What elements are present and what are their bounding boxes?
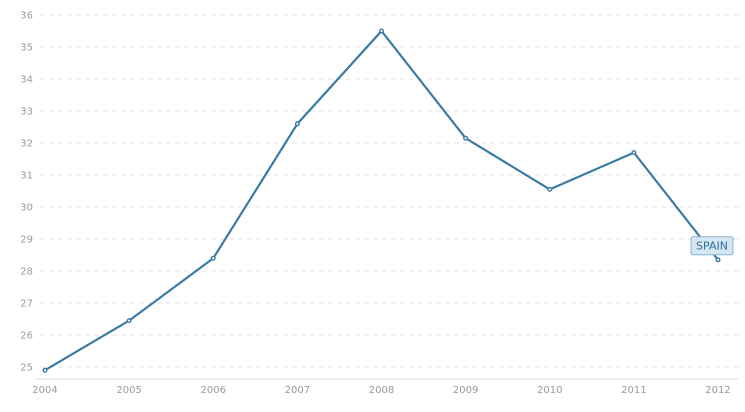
x-tick-label: 2006 (201, 385, 226, 396)
y-tick-label: 36 (20, 11, 33, 22)
data-point[interactable] (631, 150, 637, 156)
data-point[interactable] (715, 257, 721, 263)
y-tick-label: 29 (20, 235, 33, 246)
data-point[interactable] (379, 28, 385, 34)
x-tick-label: 2004 (32, 385, 57, 396)
series-label-box (690, 236, 734, 256)
y-tick-label: 31 (20, 171, 33, 182)
x-tick-label: 2009 (453, 385, 478, 396)
data-point[interactable] (294, 121, 300, 127)
data-point[interactable] (42, 367, 48, 373)
y-tick-label: 34 (20, 75, 33, 86)
y-tick-label: 26 (20, 331, 33, 342)
x-tick-label: 2005 (116, 385, 141, 396)
x-tick-label: 2008 (369, 385, 394, 396)
y-tick-label: 30 (20, 203, 33, 214)
x-tick-label: 2007 (285, 385, 310, 396)
y-tick-label: 32 (20, 139, 33, 150)
y-tick-label: 27 (20, 299, 33, 310)
data-point[interactable] (126, 318, 132, 324)
data-point[interactable] (547, 186, 553, 192)
y-tick-label: 25 (20, 363, 33, 374)
y-tick-label: 28 (20, 267, 33, 278)
series-label: SPAIN (696, 239, 728, 252)
x-tick-label: 2012 (705, 385, 730, 396)
data-point[interactable] (210, 255, 216, 261)
y-tick-label: 33 (20, 107, 33, 118)
x-tick-label: 2010 (537, 385, 562, 396)
series-line-spain (43, 29, 720, 372)
x-tick-label: 2011 (621, 385, 646, 396)
y-tick-label: 35 (20, 43, 33, 54)
data-point[interactable] (463, 135, 469, 141)
